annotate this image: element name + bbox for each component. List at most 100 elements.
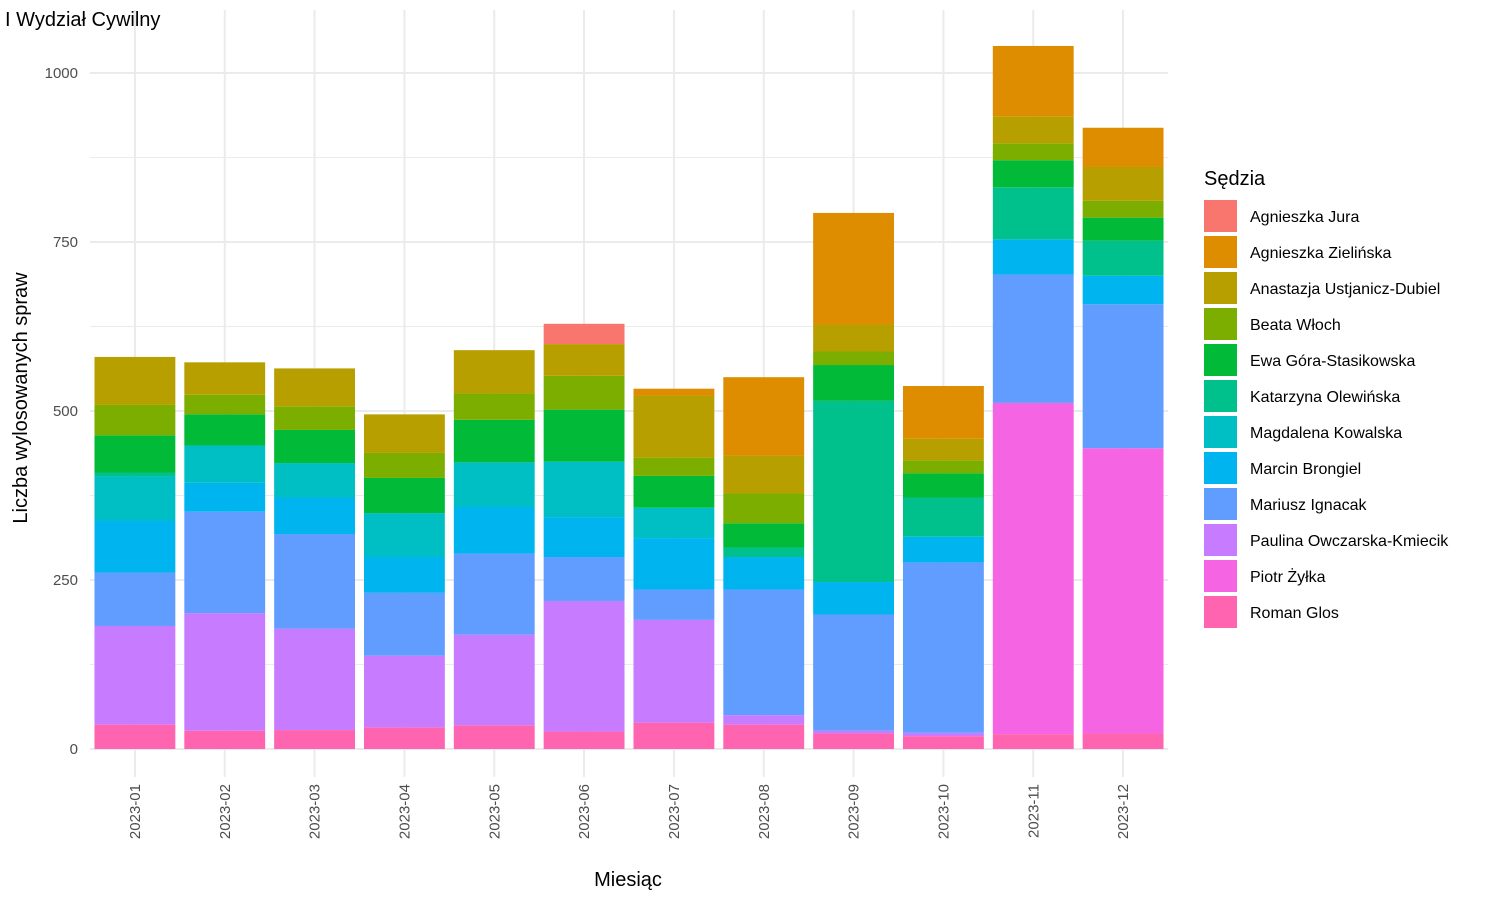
legend-key	[1204, 488, 1237, 520]
bar-segment	[543, 409, 625, 462]
bar-segment	[992, 734, 1074, 749]
bar-segment	[902, 497, 984, 537]
bar-segment	[992, 274, 1074, 403]
bar-segment	[94, 435, 176, 473]
bar-segment	[813, 614, 895, 731]
bar-segment	[902, 732, 984, 737]
bar-segment	[94, 356, 176, 405]
y-tick-label: 750	[53, 234, 78, 251]
bar-segment	[813, 730, 895, 734]
legend-key	[1204, 272, 1237, 304]
bar-segment	[723, 715, 805, 725]
bar-segment	[274, 497, 356, 535]
bar-segment	[94, 724, 176, 749]
bar-segment	[813, 365, 895, 401]
bar-segment	[992, 116, 1074, 144]
legend-label: Ewa Góra-Stasikowska	[1250, 353, 1415, 370]
x-tick-label: 2023-03	[307, 784, 324, 839]
bar-segment	[184, 414, 266, 446]
bar-segment	[723, 377, 805, 456]
bar-segment	[453, 725, 535, 749]
bar-segment	[543, 323, 625, 345]
legend-key	[1204, 524, 1237, 556]
bar-segment	[274, 368, 356, 407]
legend-label: Piotr Żyłka	[1250, 567, 1326, 586]
legend-label: Roman Glos	[1250, 605, 1339, 622]
x-tick-label: 2023-12	[1115, 784, 1132, 839]
bar-segment	[274, 628, 356, 731]
bar-segment	[94, 472, 176, 477]
x-tick-label: 2023-04	[396, 784, 413, 839]
legend-label: Agnieszka Jura	[1250, 209, 1359, 226]
x-tick-label: 2023-06	[576, 784, 593, 839]
x-tick-label: 2023-01	[127, 784, 144, 839]
bar-segment	[363, 655, 445, 728]
bar-segment	[992, 402, 1074, 735]
legend-key	[1204, 344, 1237, 376]
y-tick-label: 1000	[45, 65, 78, 82]
y-tick-label: 0	[70, 741, 78, 758]
bar-segment	[363, 592, 445, 656]
bar-segment	[992, 45, 1074, 117]
legend-key	[1204, 236, 1237, 268]
bar-segment	[94, 404, 176, 436]
chart-title: I Wydział Cywilny	[5, 9, 160, 31]
bar-segment	[992, 239, 1074, 275]
bar-segment	[1082, 275, 1164, 305]
bar-segment	[184, 394, 266, 415]
bar-segment	[184, 362, 266, 395]
y-tick-label: 250	[53, 572, 78, 589]
bar-segment	[813, 212, 895, 325]
bar-segment	[543, 600, 625, 732]
bar-segment	[902, 536, 984, 563]
bar-segment	[184, 445, 266, 483]
bar-segment	[453, 419, 535, 463]
x-axis-title: Miesiąc	[594, 869, 662, 891]
bar-segment	[633, 475, 715, 508]
bar-segment	[723, 523, 805, 548]
legend-key	[1204, 416, 1237, 448]
legend-label: Marcin Brongiel	[1250, 461, 1361, 478]
legend-key	[1204, 596, 1237, 628]
y-axis-ticks: 0 250 500 750 1000	[45, 65, 78, 758]
bar-segment	[363, 477, 445, 514]
x-tick-label: 2023-08	[756, 784, 773, 839]
bars	[94, 45, 1164, 749]
bar-segment	[363, 452, 445, 478]
legend-label: Magdalena Kowalska	[1250, 425, 1402, 442]
bar-segment	[992, 160, 1074, 188]
bar-segment	[1082, 240, 1164, 276]
bar-segment	[453, 506, 535, 554]
bar-segment	[453, 350, 535, 394]
x-tick-label: 2023-07	[666, 784, 683, 839]
y-tick-label: 500	[53, 403, 78, 420]
bar-segment	[1082, 127, 1164, 167]
bar-segment	[543, 557, 625, 601]
bar-segment	[1082, 166, 1164, 201]
bar-segment	[723, 455, 805, 494]
bar-segment	[94, 476, 176, 521]
legend-label: Agnieszka Zielińska	[1250, 245, 1392, 262]
bar-segment	[543, 517, 625, 558]
bar-segment	[633, 619, 715, 723]
x-tick-label: 2023-09	[846, 784, 863, 839]
bar-segment	[453, 462, 535, 507]
bar-segment	[1082, 217, 1164, 241]
bar-segment	[902, 736, 984, 749]
bar-segment	[813, 351, 895, 366]
bar-segment	[813, 400, 895, 583]
bar-segment	[274, 406, 356, 430]
legend: Sędzia Agnieszka Jura Agnieszka Zielińska…	[1204, 168, 1449, 628]
bar-segment	[184, 730, 266, 749]
bar-segment	[543, 461, 625, 518]
bar-segment	[633, 457, 715, 476]
bar-segment	[94, 572, 176, 626]
y-axis-title: Liczba wylosowanych spraw	[10, 272, 32, 524]
x-axis-ticks: 2023-01 2023-02 2023-03 2023-04 2023-05 2023-…	[127, 784, 1132, 839]
bar-segment	[723, 557, 805, 590]
bar-segment	[992, 143, 1074, 161]
x-tick-label: 2023-05	[486, 784, 503, 839]
x-tick-label: 2023-11	[1025, 784, 1042, 838]
bar-segment	[94, 520, 176, 573]
